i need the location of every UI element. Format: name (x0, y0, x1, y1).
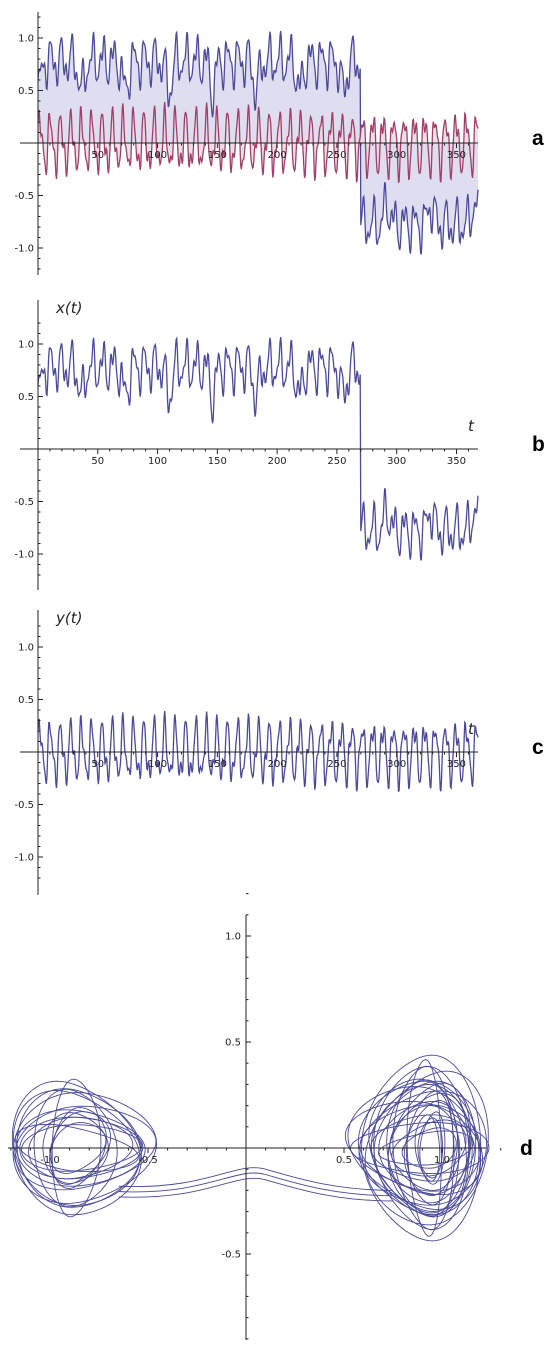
x-tick-label: 50 (91, 150, 104, 161)
right-loop (403, 1100, 458, 1196)
y-tick-label: 0.5 (18, 86, 34, 97)
y-axis-label: x(t) (55, 299, 82, 317)
right-loop (344, 1100, 484, 1196)
x-tick-label: -1.0 (40, 1155, 60, 1166)
x-tick-label: 200 (268, 150, 287, 161)
left-loop (49, 1122, 107, 1174)
panel-a: 50 100 150 200 250 300 350 -1.0 -0.5 0.5 1.0 a (14, 12, 544, 275)
right-loop (401, 1127, 457, 1169)
left-loop (12, 1090, 141, 1206)
x-tick-label: 150 (208, 150, 227, 161)
x-tick-label: 100 (148, 456, 167, 467)
x-tick-label: 300 (387, 150, 406, 161)
y-tick-label: -0.5 (14, 497, 34, 508)
right-loop (358, 1090, 487, 1206)
y-tick-label: 0.5 (18, 392, 34, 403)
x-tick-label: 350 (447, 150, 466, 161)
right-loop (364, 1070, 489, 1226)
x-tick-label: 50 (91, 456, 104, 467)
x-tick-label: 250 (327, 150, 346, 161)
x-tick-label: 350 (447, 456, 466, 467)
x-tick-label: 250 (327, 759, 346, 770)
panel-label: d (520, 1137, 533, 1160)
panel-b: 50 100 150 200 250 300 350 -1.0 -0.5 0.5 1.0 x(t) t b (14, 299, 545, 590)
x-tick-label: 300 (387, 456, 406, 467)
y-tick-label: 1.0 (18, 34, 34, 45)
series-line-0 (37, 336, 479, 561)
right-loop (406, 1090, 454, 1206)
y-tick-label: -0.5 (14, 191, 34, 202)
right-loop (347, 1086, 482, 1210)
y-tick-label: -0.5 (221, 1250, 241, 1261)
y-tick-label: 1.0 (225, 932, 241, 943)
y-tick-label: 0.5 (225, 1038, 241, 1049)
right-loop (387, 1082, 472, 1214)
series-line-1 (37, 102, 479, 184)
transition-strand (118, 1177, 394, 1202)
x-tick-label: 1.0 (434, 1155, 450, 1166)
right-loop (419, 1111, 446, 1185)
series-line-0 (37, 711, 479, 793)
y-axis-label: y(t) (55, 609, 82, 627)
panel-d: -1.0-0.50.51.0-1.0-0.50.51.0d (8, 893, 533, 1340)
right-loop (359, 1104, 482, 1192)
right-loop (373, 1066, 470, 1230)
x-tick-label: 200 (268, 759, 287, 770)
transition-strand (118, 1172, 394, 1197)
left-loop (19, 1116, 144, 1180)
right-loop (391, 1119, 467, 1177)
panel-label: b (532, 433, 545, 456)
x-tick-label: 300 (387, 759, 406, 770)
y-tick-label: -0.5 (14, 800, 34, 811)
x-tick-label: 50 (91, 759, 104, 770)
y-tick-label: -1.0 (14, 244, 34, 255)
panel-label: c (532, 736, 544, 759)
y-tick-label: 1.0 (18, 340, 34, 351)
left-loop (33, 1088, 118, 1208)
x-tick-label: 250 (327, 456, 346, 467)
left-loop (11, 1080, 142, 1216)
x-tick-label: 150 (208, 759, 227, 770)
left-loop (12, 1092, 158, 1204)
x-tick-label: 0.5 (336, 1155, 352, 1166)
y-tick-label: -1.0 (14, 853, 34, 864)
x-tick-label: 100 (148, 759, 167, 770)
x-tick-label: 200 (268, 456, 287, 467)
x-tick-label: 350 (447, 759, 466, 770)
x-axis-label: t (468, 720, 475, 738)
transition-strand (118, 1167, 394, 1191)
y-tick-label: 0.5 (18, 695, 34, 706)
right-loop (417, 1117, 444, 1179)
x-axis-label: t (468, 417, 475, 435)
series-line-0 (37, 30, 479, 255)
left-loop (14, 1105, 157, 1191)
panel-label: a (532, 127, 544, 150)
x-tick-label: 150 (208, 456, 227, 467)
y-tick-label: -1.0 (14, 550, 34, 561)
y-tick-label: 1.0 (18, 643, 34, 654)
panel-c: 50 100 150 200 250 300 350 -1.0 -0.5 0.5 1.0 y(t) t c (14, 609, 544, 895)
right-loop (392, 1065, 455, 1231)
x-tick-label: -0.5 (138, 1155, 158, 1166)
right-loop (370, 1084, 473, 1212)
x-tick-label: 100 (148, 150, 167, 161)
